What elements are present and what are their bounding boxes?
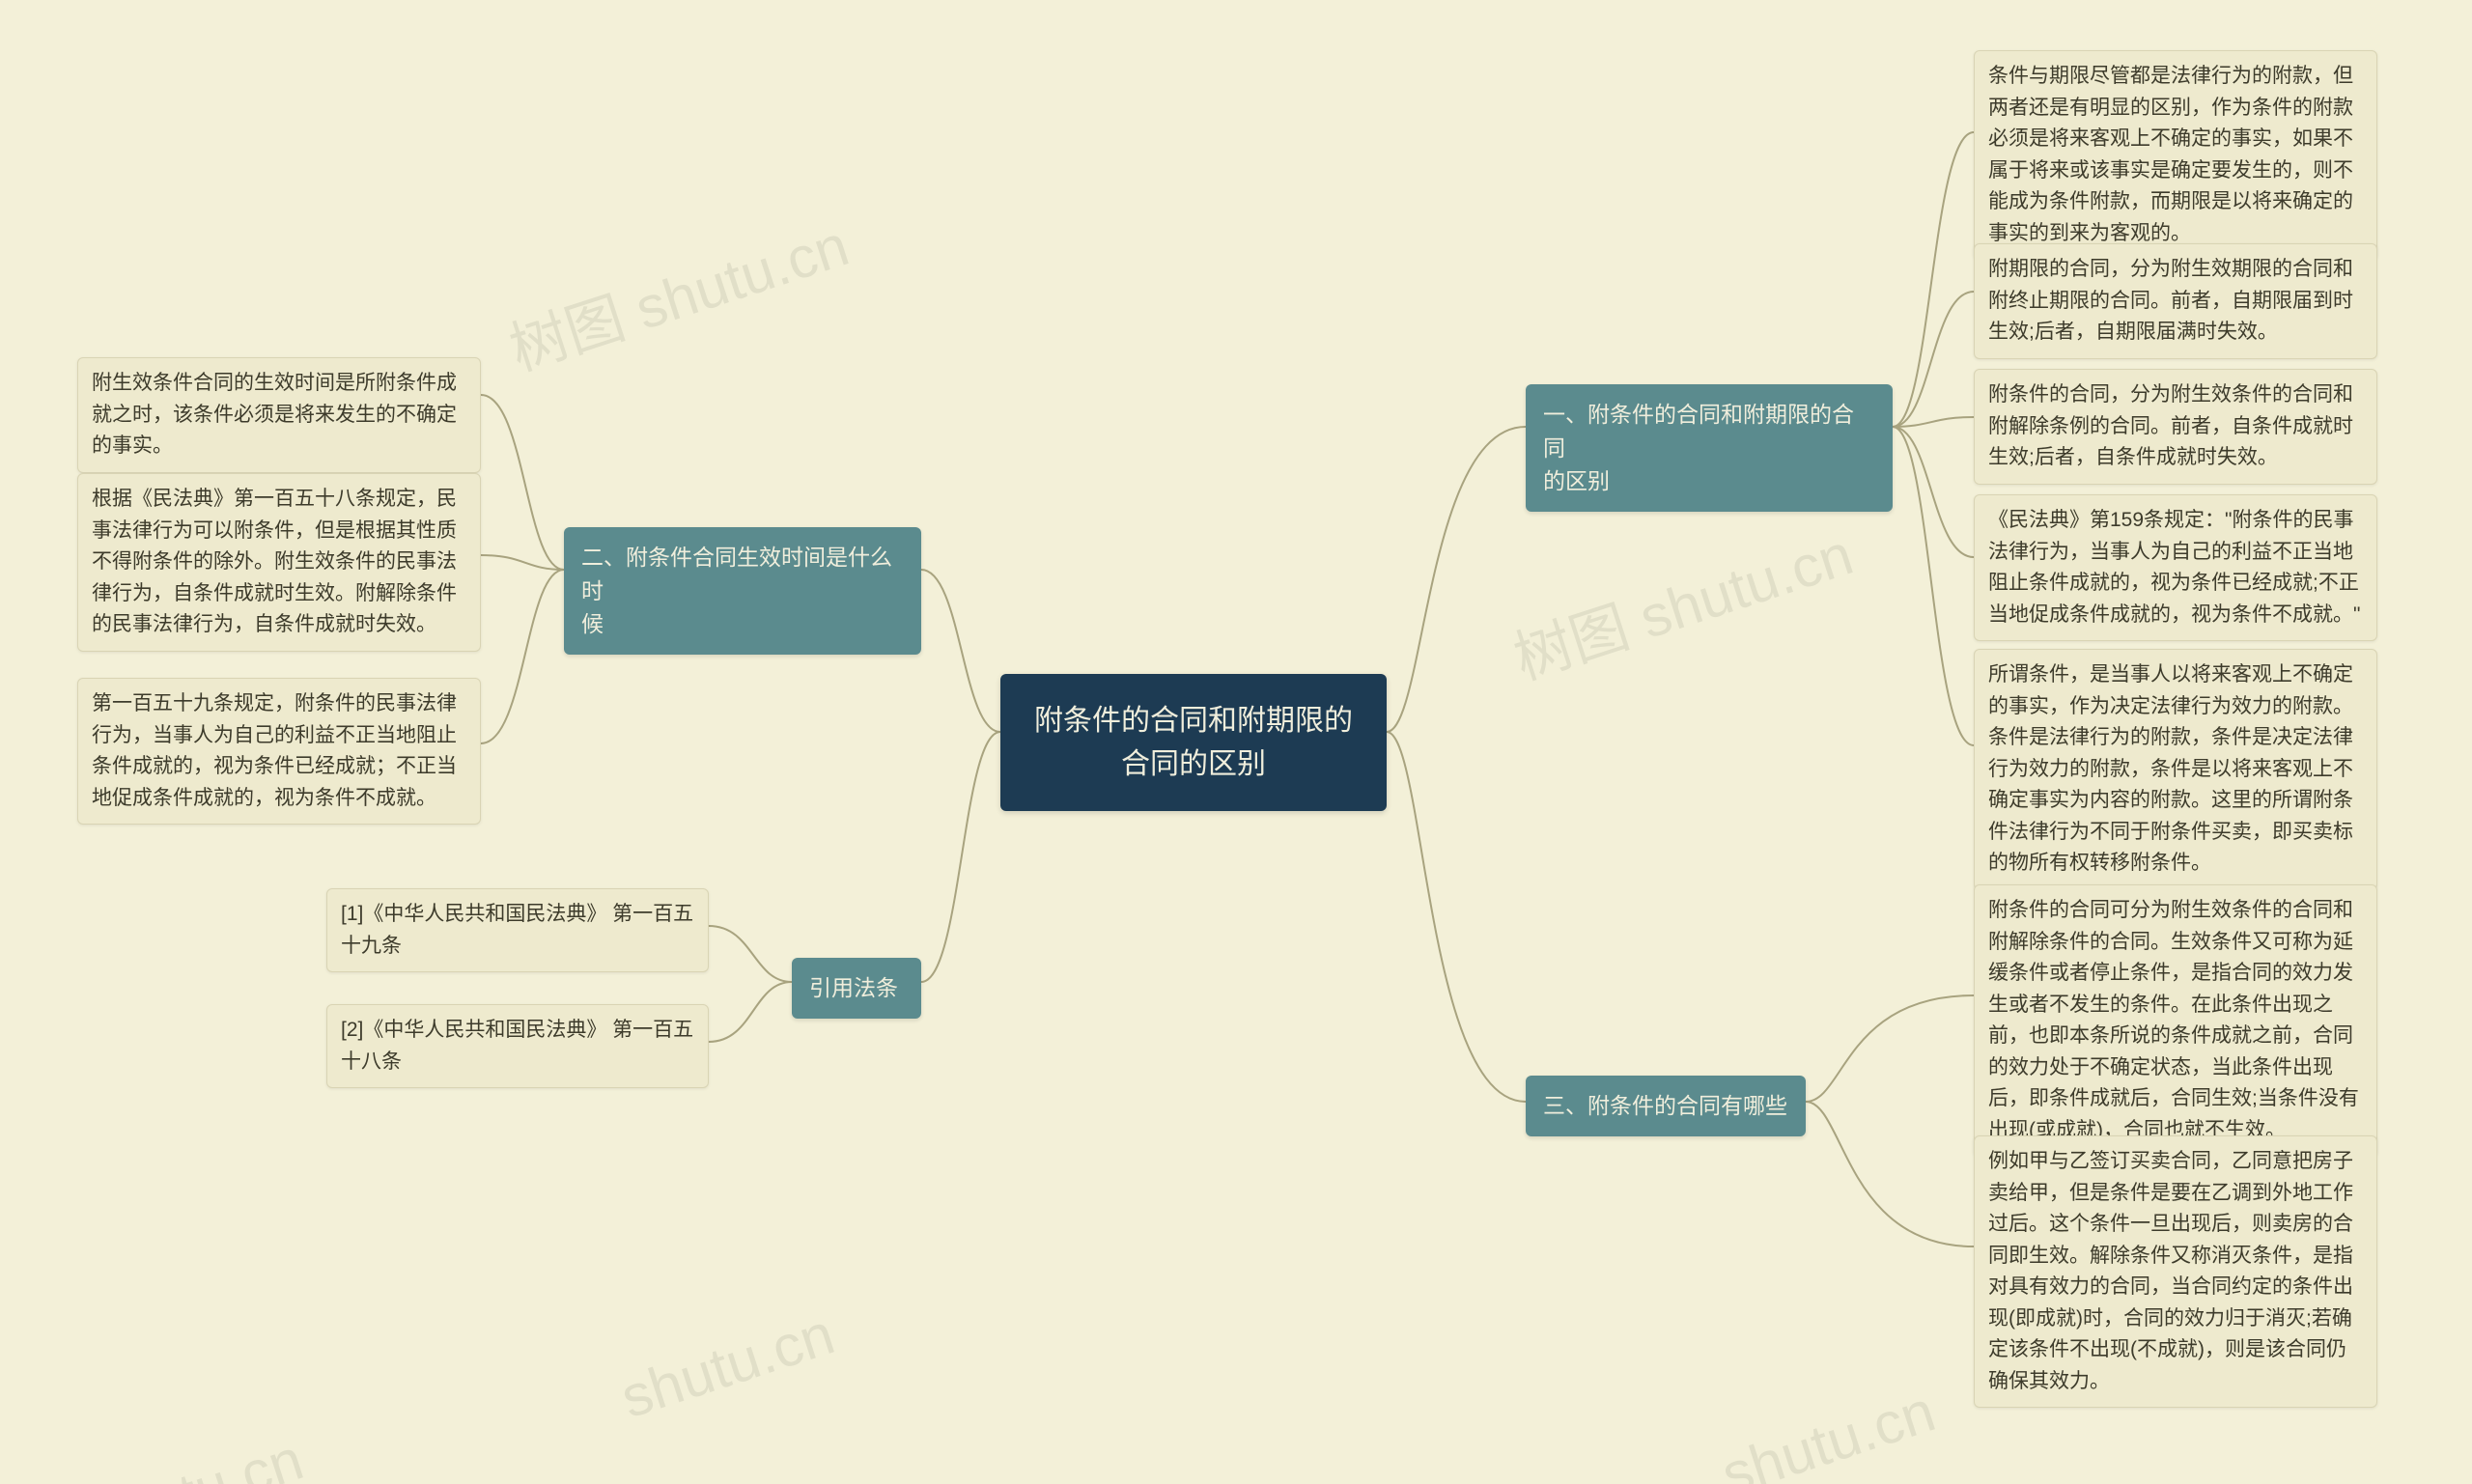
leaf-node[interactable]: 附期限的合同，分为附生效期限的合同和附终止期限的合同。前者，自期限届到时生效;后…	[1974, 243, 2377, 359]
leaf-text: 第一百五十九条规定，附条件的民事法律行为，当事人为自己的利益不正当地阻止条件成就…	[92, 692, 457, 809]
watermark: 树图 shutu.cn	[497, 199, 857, 387]
leaf-text: 附期限的合同，分为附生效期限的合同和附终止期限的合同。前者，自期限届到时生效;后…	[1988, 258, 2353, 343]
leaf-node[interactable]: 附条件的合同，分为附生效条件的合同和附解除条例的合同。前者，自条件成就时生效;后…	[1974, 369, 2377, 485]
leaf-node[interactable]: 附条件的合同可分为附生效条件的合同和附解除条件的合同。生效条件又可称为延缓条件或…	[1974, 884, 2377, 1157]
leaf-text: 附生效条件合同的生效时间是所附条件成就之时，该条件必须是将来发生的不确定的事实。	[92, 372, 457, 457]
branch-section-3[interactable]: 三、附条件的合同有哪些	[1526, 1076, 1806, 1136]
watermark: shutu.cn	[1714, 1378, 1943, 1484]
leaf-node[interactable]: 附生效条件合同的生效时间是所附条件成就之时，该条件必须是将来发生的不确定的事实。	[77, 357, 481, 473]
leaf-node[interactable]: 例如甲与乙签订买卖合同，乙同意把房子卖给甲，但是条件是要在乙调到外地工作过后。这…	[1974, 1135, 2377, 1408]
root-label: 附条件的合同和附期限的合同的区别	[1034, 705, 1353, 780]
branch-label: 一、附条件的合同和附期限的合同的区别	[1543, 402, 1854, 493]
leaf-text: 附条件的合同，分为附生效条件的合同和附解除条例的合同。前者，自条件成就时生效;后…	[1988, 383, 2353, 468]
leaf-text: [1]《中华人民共和国民法典》 第一百五十九条	[341, 903, 693, 957]
branch-label: 二、附条件合同生效时间是什么时候	[581, 545, 892, 636]
branch-label: 引用法条	[809, 975, 898, 1000]
branch-section-2[interactable]: 二、附条件合同生效时间是什么时候	[564, 527, 921, 655]
leaf-text: 根据《民法典》第一百五十八条规定，民事法律行为可以附条件，但是根据其性质不得附条…	[92, 488, 457, 635]
leaf-text: 条件与期限尽管都是法律行为的附款，但两者还是有明显的区别，作为条件的附款必须是将…	[1988, 65, 2353, 244]
leaf-node[interactable]: 《民法典》第159条规定："附条件的民事法律行为，当事人为自己的利益不正当地阻止…	[1974, 494, 2377, 641]
branch-label: 三、附条件的合同有哪些	[1543, 1093, 1787, 1118]
leaf-text: 例如甲与乙签订买卖合同，乙同意把房子卖给甲，但是条件是要在乙调到外地工作过后。这…	[1988, 1150, 2353, 1392]
leaf-node[interactable]: [2]《中华人民共和国民法典》 第一百五十八条	[326, 1004, 709, 1088]
leaf-node[interactable]: 条件与期限尽管都是法律行为的附款，但两者还是有明显的区别，作为条件的附款必须是将…	[1974, 50, 2377, 260]
mindmap-root[interactable]: 附条件的合同和附期限的合同的区别	[1000, 674, 1387, 811]
watermark: shutu.cn	[82, 1426, 311, 1484]
leaf-node[interactable]: [1]《中华人民共和国民法典》 第一百五十九条	[326, 888, 709, 972]
leaf-node[interactable]: 所谓条件，是当事人以将来客观上不确定的事实，作为决定法律行为效力的附款。条件是法…	[1974, 649, 2377, 890]
leaf-node[interactable]: 第一百五十九条规定，附条件的民事法律行为，当事人为自己的利益不正当地阻止条件成就…	[77, 678, 481, 825]
leaf-text: 所谓条件，是当事人以将来客观上不确定的事实，作为决定法律行为效力的附款。条件是法…	[1988, 663, 2353, 874]
leaf-text: [2]《中华人民共和国民法典》 第一百五十八条	[341, 1019, 693, 1073]
watermark: shutu.cn	[613, 1301, 842, 1432]
leaf-node[interactable]: 根据《民法典》第一百五十八条规定，民事法律行为可以附条件，但是根据其性质不得附条…	[77, 473, 481, 652]
branch-citations[interactable]: 引用法条	[792, 958, 921, 1019]
watermark: 树图 shutu.cn	[1502, 508, 1862, 696]
leaf-text: 《民法典》第159条规定："附条件的民事法律行为，当事人为自己的利益不正当地阻止…	[1988, 509, 2360, 626]
leaf-text: 附条件的合同可分为附生效条件的合同和附解除条件的合同。生效条件又可称为延缓条件或…	[1988, 899, 2359, 1141]
branch-section-1[interactable]: 一、附条件的合同和附期限的合同的区别	[1526, 384, 1893, 512]
